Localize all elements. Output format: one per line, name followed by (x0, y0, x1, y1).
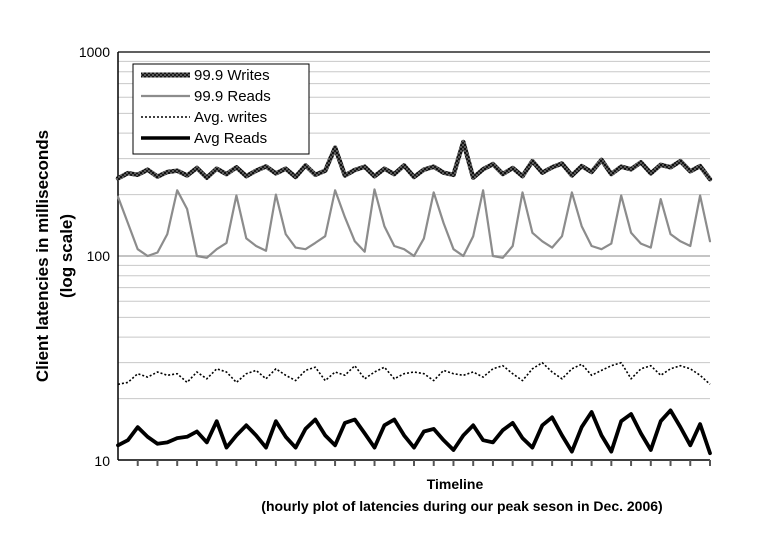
x-axis-label-line1: Timeline (427, 476, 484, 492)
y-tick-label-1000: 1000 (79, 44, 110, 60)
y-axis-label: Client latencies in milliseconds (log sc… (33, 130, 76, 382)
legend-label-reads-999: 99.9 Reads (194, 88, 271, 105)
y-tick-labels: 10 100 1000 (79, 44, 110, 469)
series-line-avg-writes (117, 361, 711, 386)
legend-label-avg-reads: Avg Reads (194, 130, 267, 147)
legend-label-avg-writes: Avg. writes (194, 109, 267, 126)
series-lines (115, 139, 713, 456)
y-axis-label-line1: Client latencies in milliseconds (33, 130, 52, 382)
x-axis-label-line2: (hourly plot of latencies during our pea… (261, 498, 662, 514)
gridlines (118, 51, 710, 400)
series-line-99-9-reads (116, 188, 712, 259)
legend-label-writes-999: 99.9 Writes (194, 67, 270, 84)
series-line-99-9-writes (115, 139, 713, 182)
y-axis-label-line2: (log scale) (57, 214, 76, 298)
series-line-avg-reads (116, 408, 712, 456)
y-tick-label-10: 10 (94, 453, 110, 469)
legend: 99.9 Writes 99.9 Reads Avg. writes Avg R… (132, 63, 310, 155)
x-ticks (136, 460, 711, 466)
y-tick-label-100: 100 (87, 248, 111, 264)
